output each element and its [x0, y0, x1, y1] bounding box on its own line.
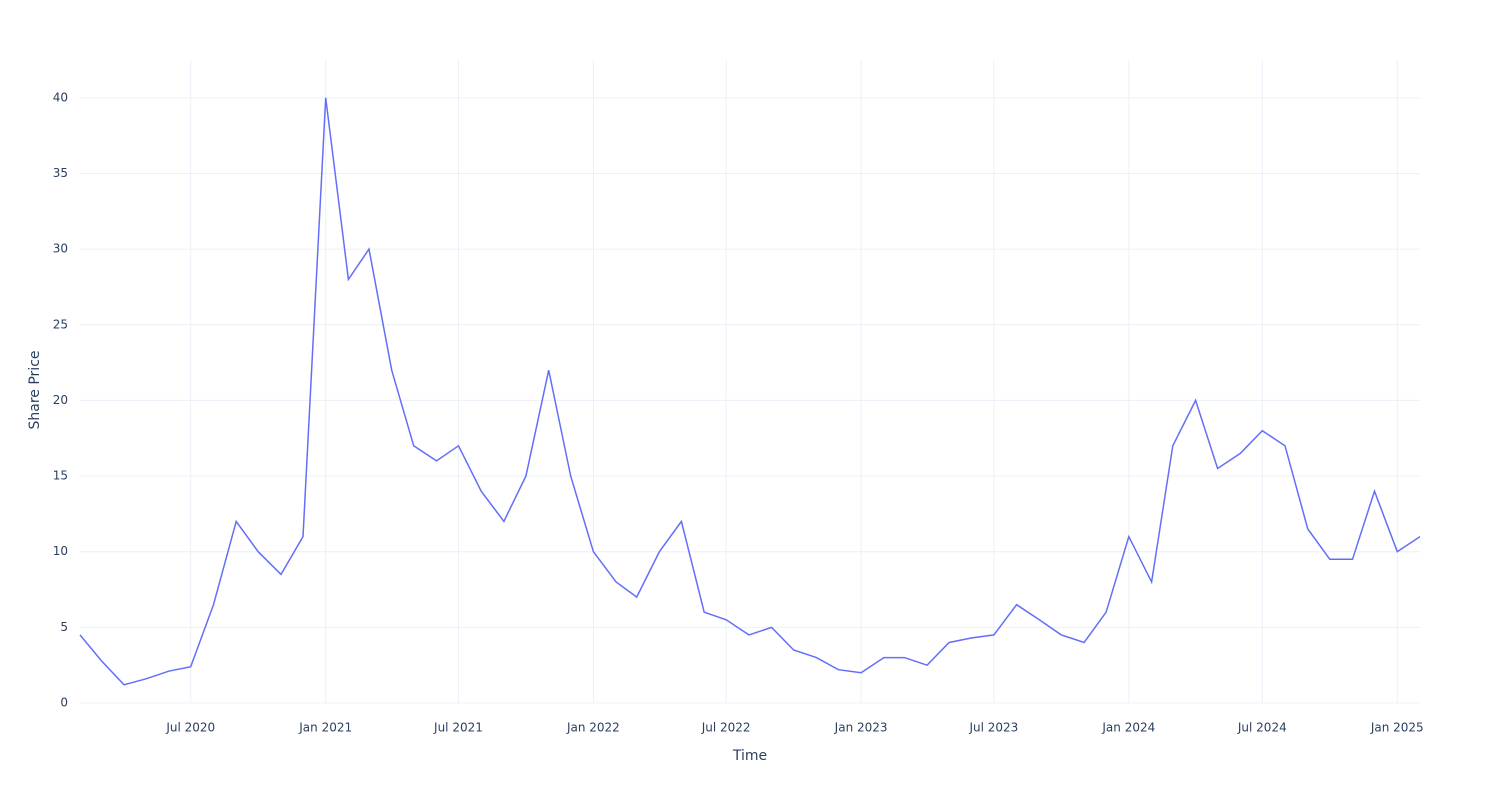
y-tick-label: 5	[60, 620, 68, 634]
y-tick-label: 20	[53, 393, 68, 407]
y-tick-label: 0	[60, 696, 68, 710]
x-tick-label: Jan 2025	[1370, 721, 1424, 735]
y-tick-label: 15	[53, 469, 68, 483]
y-axis-title: Share Price	[27, 350, 43, 429]
x-tick-label: Jan 2023	[834, 721, 888, 735]
x-tick-label: Jan 2022	[566, 721, 620, 735]
y-tick-label: 40	[53, 90, 68, 104]
line-series	[79, 97, 1421, 686]
y-tick-label: 25	[53, 317, 68, 331]
x-tick-label: Jul 2021	[433, 721, 483, 735]
y-tick-label: 35	[53, 166, 68, 180]
x-tick-label: Jul 2020	[165, 721, 215, 735]
x-tick-label: Jan 2021	[298, 721, 352, 735]
x-tick-label: Jan 2024	[1101, 721, 1155, 735]
x-tick-label: Jul 2024	[1237, 721, 1287, 735]
x-axis-title: Time	[732, 748, 767, 764]
y-tick-label: 10	[53, 544, 68, 558]
x-tick-label: Jul 2022	[701, 721, 751, 735]
y-tick-label: 30	[53, 242, 68, 256]
x-tick-label: Jul 2023	[968, 721, 1018, 735]
